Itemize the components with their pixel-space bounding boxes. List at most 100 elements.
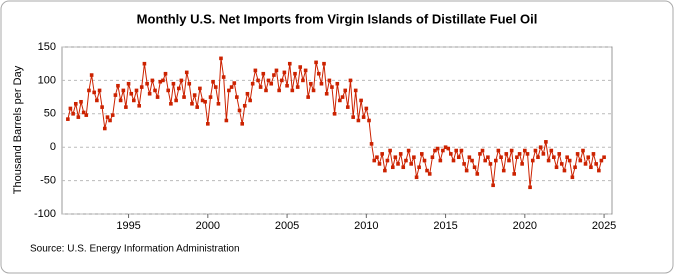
data-point [454, 148, 458, 153]
data-point [221, 75, 226, 79]
data-point [158, 79, 163, 84]
data-point [303, 68, 308, 73]
x-tick-label: 1995 [116, 220, 140, 232]
data-point [79, 99, 83, 104]
data-point [174, 98, 178, 103]
data-point [396, 162, 400, 166]
data-point [488, 162, 493, 166]
data-point [95, 98, 99, 103]
data-point [73, 101, 78, 106]
data-point [459, 148, 464, 153]
data-point [105, 115, 110, 119]
data-point [557, 152, 562, 156]
data-point [385, 158, 390, 163]
data-point [570, 175, 575, 180]
data-point [147, 91, 152, 96]
data-point [451, 158, 456, 163]
data-point [293, 71, 297, 76]
data-point [494, 158, 498, 163]
data-point [240, 122, 245, 126]
data-point [546, 158, 551, 163]
data-point [87, 88, 91, 93]
data-point [602, 155, 606, 160]
data-point [155, 95, 160, 99]
data-point [393, 155, 398, 160]
data-point [538, 145, 543, 149]
data-point [562, 168, 567, 173]
data-point [414, 175, 419, 180]
data-point [583, 162, 588, 166]
data-point [229, 85, 234, 89]
data-point [132, 98, 136, 103]
data-point [375, 155, 379, 160]
data-point [287, 61, 292, 66]
data-point [250, 81, 255, 86]
data-point [575, 152, 580, 156]
data-point [100, 105, 104, 109]
data-point [129, 91, 134, 96]
data-point [290, 88, 295, 93]
data-point [581, 148, 585, 153]
x-tick-label: 2020 [513, 220, 537, 232]
data-point [71, 112, 75, 116]
data-point [258, 85, 263, 89]
data-point [359, 98, 363, 103]
data-point [264, 88, 268, 93]
data-point [467, 155, 472, 160]
y-tick-label: 50 [44, 108, 56, 120]
data-point [184, 70, 189, 75]
x-tick-label: 2005 [275, 220, 299, 232]
data-point [404, 158, 408, 163]
data-point [483, 158, 487, 163]
data-point [589, 165, 593, 170]
data-point [496, 148, 501, 153]
data-point [427, 172, 432, 176]
data-point [509, 148, 514, 153]
y-tick-label: -50 [40, 175, 56, 187]
x-tick-label: 2010 [354, 220, 378, 232]
data-point [441, 148, 445, 153]
y-tick-label: 150 [38, 41, 56, 53]
data-point [298, 65, 303, 69]
data-point [554, 165, 559, 170]
data-point [237, 108, 242, 113]
data-point [406, 148, 411, 153]
data-point [163, 71, 168, 76]
data-point [536, 155, 540, 160]
data-point [486, 155, 490, 160]
data-point [367, 118, 371, 123]
data-point [544, 140, 548, 144]
data-point [161, 78, 165, 83]
data-point [364, 106, 369, 111]
data-point [559, 162, 564, 166]
data-point [348, 78, 353, 83]
data-point [232, 81, 237, 85]
data-point [597, 168, 601, 173]
data-point [422, 158, 427, 163]
data-point [398, 152, 403, 156]
data-point [274, 68, 279, 73]
data-point [419, 152, 424, 156]
data-point [89, 73, 94, 77]
data-point [443, 145, 448, 149]
data-point [171, 81, 176, 86]
data-point [372, 158, 377, 163]
data-point [92, 90, 96, 95]
data-point [586, 155, 591, 160]
chart-title: Monthly U.S. Net Imports from Virgin Isl… [137, 11, 538, 26]
data-point [116, 83, 120, 88]
data-point [179, 78, 184, 83]
data-point [401, 165, 406, 170]
data-point [203, 99, 207, 104]
data-point [507, 158, 511, 163]
data-point [206, 122, 210, 126]
data-point [316, 71, 321, 76]
data-point [285, 83, 289, 88]
data-point [182, 95, 186, 99]
data-point [216, 101, 221, 106]
data-point [208, 95, 213, 99]
data-point [235, 95, 239, 99]
x-tick-label: 2000 [196, 220, 220, 232]
data-point [314, 60, 318, 65]
data-point [491, 183, 495, 188]
